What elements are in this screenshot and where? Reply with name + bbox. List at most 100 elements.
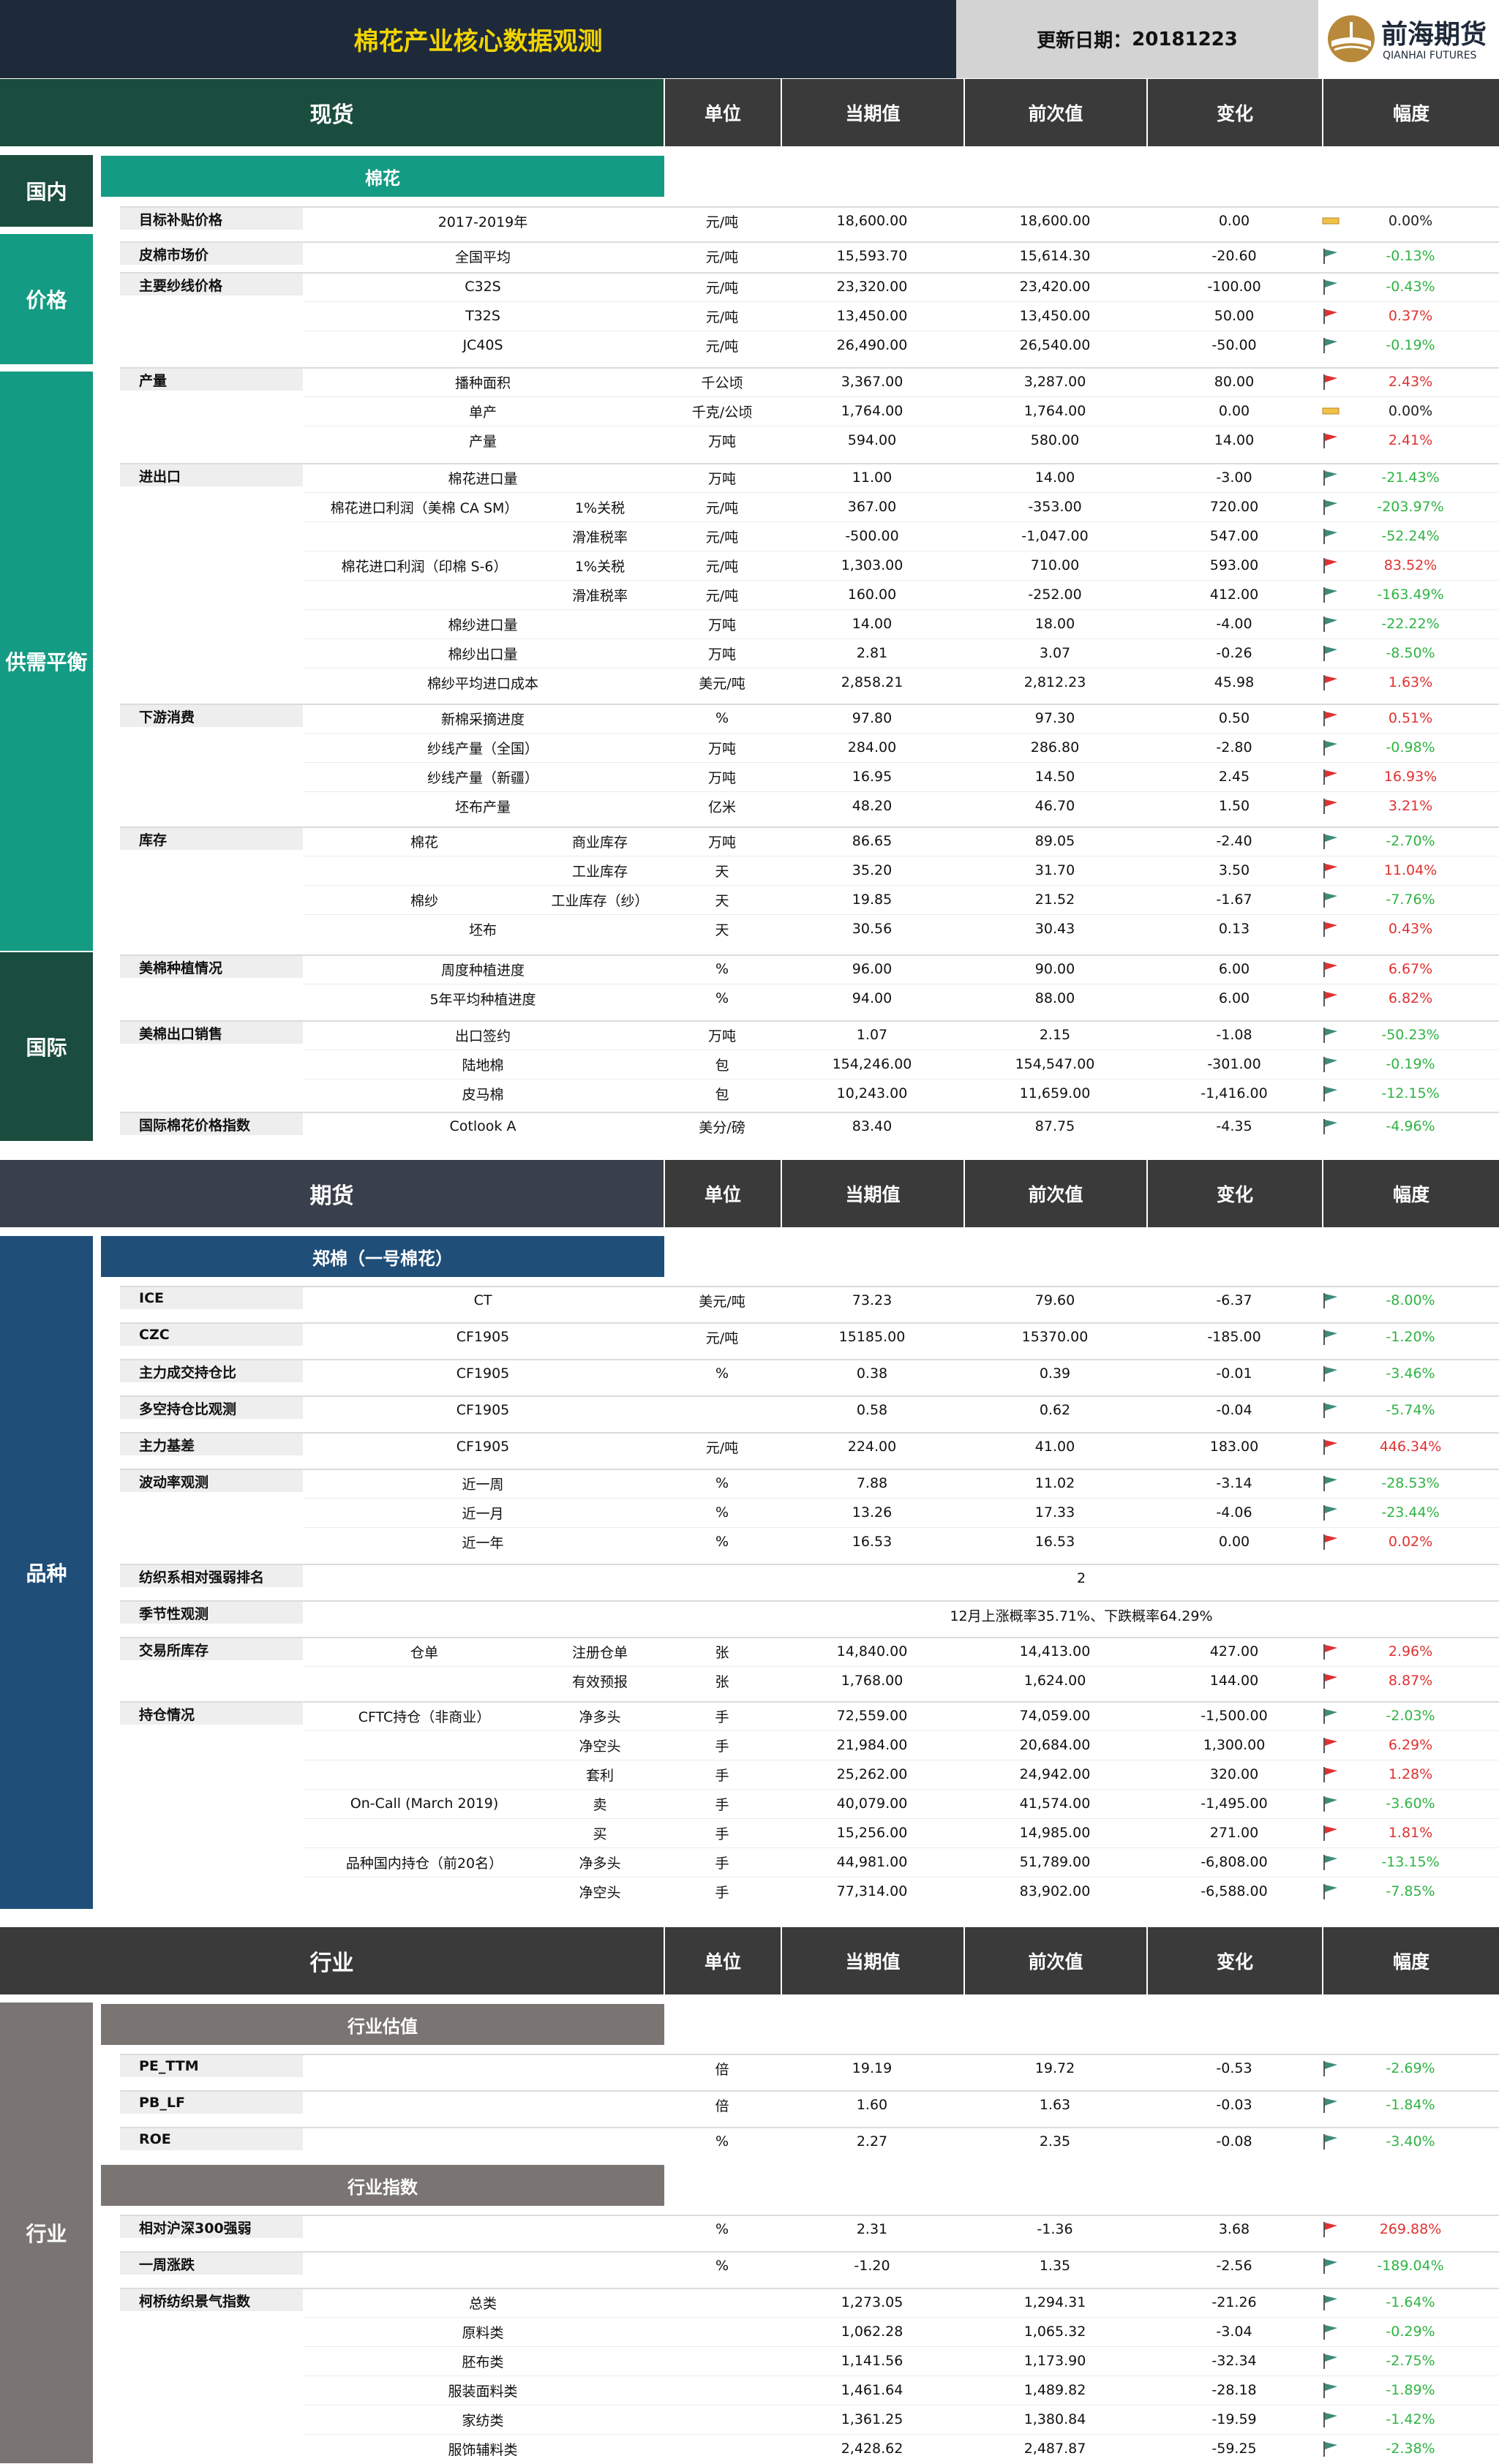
change-value: -3.14: [1216, 1475, 1252, 1491]
column-header: 前次值: [965, 79, 1146, 146]
unit: 美元/吨: [699, 675, 745, 692]
flat-indicator-icon: [1322, 407, 1340, 415]
current-value: 77,314.00: [836, 1883, 908, 1899]
change-value: 3.68: [1218, 2221, 1250, 2237]
row-sublabel: 卖: [593, 1796, 607, 1813]
green-flag-icon: [1323, 2258, 1337, 2274]
red-flag-icon: [1323, 1767, 1337, 1782]
change-percent: 11.04%: [1383, 862, 1438, 878]
unit: 元/吨: [705, 249, 739, 265]
change-value: 0.00: [1218, 1534, 1250, 1550]
change-value: -3.04: [1216, 2324, 1252, 2340]
unit: 美元/吨: [699, 1293, 745, 1310]
unit: 元/吨: [705, 558, 739, 575]
change-value: 14.00: [1214, 432, 1255, 448]
group-name-bg: [120, 956, 303, 978]
change-value: 45.98: [1214, 674, 1255, 690]
subsection-title: 行业指数: [347, 2177, 418, 2198]
row-sublabel: 1%关税: [574, 500, 625, 516]
unit: 万吨: [707, 470, 736, 487]
red-flag-icon: [1323, 2222, 1337, 2237]
row-label: 服饰辅料类: [448, 2441, 518, 2458]
side-label-bg: [0, 372, 93, 951]
unit: 万吨: [707, 433, 736, 450]
unit: 天: [715, 892, 729, 909]
change-percent: -8.50%: [1386, 645, 1435, 661]
red-flag-icon: [1323, 711, 1337, 726]
red-flag-icon: [1323, 863, 1337, 878]
change-value: -2.40: [1216, 833, 1252, 849]
row-label: CF1905: [456, 1329, 510, 1345]
group-name-bg: [120, 2253, 303, 2275]
group-divider: [120, 954, 1499, 956]
previous-value: 20,684.00: [1019, 1737, 1091, 1753]
previous-value: 87.75: [1034, 1118, 1075, 1134]
group-name: 多空持仓比观测: [139, 1401, 237, 1417]
group-divider: [120, 206, 1499, 208]
row-divider: [303, 2317, 1499, 2318]
change-value: 593.00: [1209, 557, 1259, 573]
section-title-industry: 行业: [309, 1951, 354, 1976]
group-name-bg: [120, 1703, 303, 1725]
row-divider: [303, 1847, 1499, 1848]
title-bar: [0, 0, 956, 78]
red-flag-icon: [1323, 1439, 1337, 1455]
group-divider: [120, 704, 1499, 705]
unit: 亿米: [707, 799, 736, 815]
unit: 倍: [715, 2098, 729, 2114]
row-sublabel: 净空头: [579, 1884, 621, 1901]
previous-value: 18,600.00: [1019, 213, 1091, 229]
group-divider: [120, 1600, 1499, 1602]
logo-subtitle: QIANHAI FUTURES: [1383, 50, 1477, 61]
change-percent: 6.82%: [1388, 990, 1433, 1006]
row-label: 服装面料类: [448, 2383, 518, 2400]
current-value: 594.00: [847, 432, 897, 448]
change-value: -0.03: [1216, 2097, 1252, 2113]
green-flag-icon: [1323, 2295, 1337, 2310]
subsection-title: 行业估值: [347, 2016, 418, 2037]
group-name: 主力基差: [139, 1437, 195, 1454]
green-flag-icon: [1323, 1884, 1337, 1899]
unit: 包: [715, 1086, 729, 1103]
side-label: 品种: [26, 1561, 67, 1586]
red-flag-icon: [1323, 374, 1337, 390]
row-label: 陆地棉: [462, 1057, 504, 1074]
red-flag-icon: [1323, 1534, 1337, 1550]
change-value: -4.35: [1216, 1118, 1252, 1134]
change-value: 547.00: [1209, 528, 1259, 544]
group-name: ICE: [139, 1290, 164, 1306]
current-value: 97.80: [852, 710, 893, 726]
change-percent: -0.29%: [1386, 2324, 1435, 2340]
change-percent: -21.43%: [1381, 470, 1440, 486]
current-value: 367.00: [847, 499, 897, 515]
update-date: 更新日期： 20181223: [956, 0, 1318, 78]
group-name-bg: [120, 243, 303, 265]
group-name: 柯桥纺织景气指数: [139, 2293, 251, 2310]
current-value: 154,246.00: [832, 1056, 912, 1072]
row-label: 胚布类: [462, 2354, 504, 2370]
change-value: -28.18: [1211, 2382, 1257, 2398]
group-name: 进出口: [139, 468, 181, 485]
unit: 手: [715, 1738, 729, 1755]
group-divider: [120, 2288, 1499, 2289]
row-divider: [303, 1527, 1499, 1528]
change-percent: -13.15%: [1381, 1854, 1440, 1870]
current-value: 83.40: [852, 1118, 893, 1134]
change-value: -0.01: [1216, 1365, 1252, 1382]
green-flag-icon: [1323, 249, 1337, 264]
current-value: 1.07: [856, 1027, 888, 1043]
change-value: -19.59: [1211, 2411, 1257, 2427]
previous-value: -1,047.00: [1021, 528, 1089, 544]
row-label: 周度种植进度: [440, 962, 525, 979]
change-value: 412.00: [1209, 587, 1259, 603]
previous-value: 710.00: [1030, 557, 1080, 573]
change-percent: 8.87%: [1388, 1673, 1433, 1689]
unit: 元/吨: [705, 587, 739, 604]
change-value: 320.00: [1209, 1766, 1259, 1782]
change-value: 271.00: [1209, 1825, 1259, 1841]
change-percent: -50.23%: [1381, 1027, 1440, 1043]
row-divider: [303, 2434, 1499, 2435]
group-name-bg: [120, 208, 303, 230]
section-title-futures: 期货: [309, 1183, 354, 1209]
change-percent: 16.93%: [1383, 769, 1438, 785]
